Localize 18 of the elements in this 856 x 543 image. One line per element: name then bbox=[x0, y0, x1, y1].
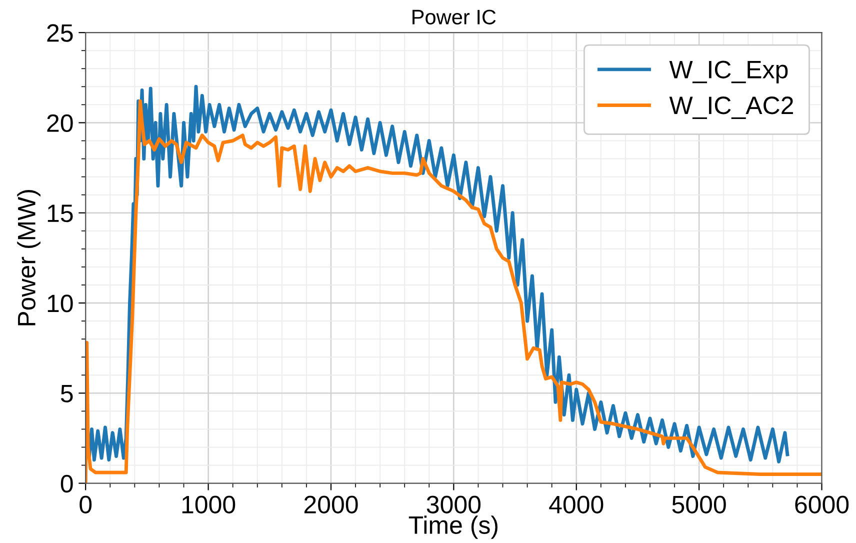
x-tick-label: 5000 bbox=[672, 496, 726, 514]
legend-label: W_IC_Exp bbox=[669, 60, 788, 84]
x-tick-label: 1000 bbox=[182, 496, 236, 514]
chart-title: Power IC bbox=[412, 10, 496, 24]
x-tick-label: 3000 bbox=[426, 496, 481, 514]
y-tick-label: 15 bbox=[48, 204, 73, 222]
x-tick-label: 4000 bbox=[549, 496, 604, 514]
y-tick-label: 5 bbox=[60, 384, 73, 402]
y-tick-label: 0 bbox=[60, 474, 73, 493]
y-tick-label: 25 bbox=[47, 24, 73, 42]
x-tick-label: 6000 bbox=[795, 496, 849, 514]
legend-label: W_IC_AC2 bbox=[669, 96, 794, 119]
x-tick-label: 2000 bbox=[304, 496, 358, 514]
y-axis-title: Power (MW) bbox=[17, 190, 40, 326]
x-tick-label: 0 bbox=[80, 496, 92, 514]
y-tick-label: 10 bbox=[48, 294, 73, 312]
y-tick-label: 20 bbox=[47, 114, 73, 132]
x-axis-title: Time (s) bbox=[408, 516, 498, 539]
